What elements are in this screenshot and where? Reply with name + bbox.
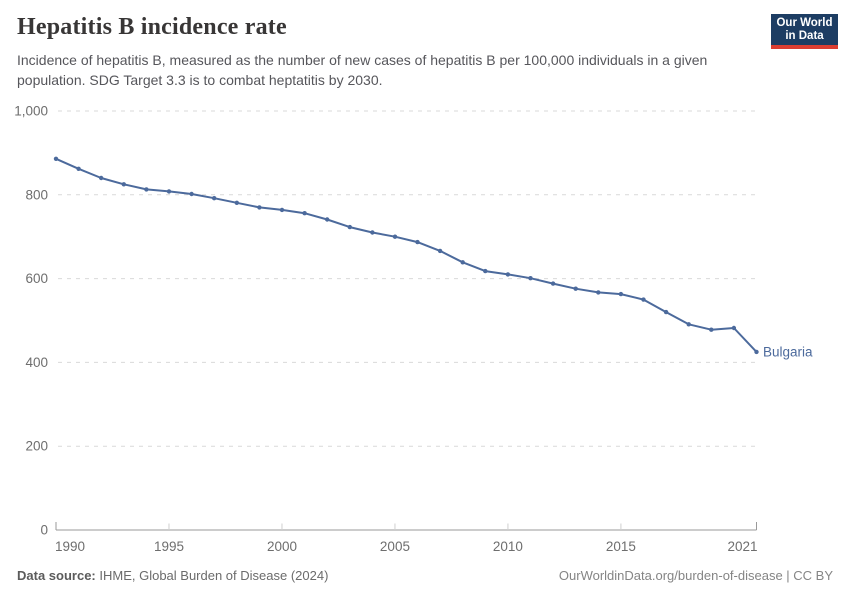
data-point — [144, 187, 149, 192]
data-point — [392, 234, 398, 239]
data-point — [234, 200, 239, 205]
data-point — [709, 327, 714, 332]
entity-label: Bulgaria — [763, 344, 813, 359]
owid-logo-line1: Our World — [776, 17, 833, 29]
data-source-text: IHME, Global Burden of Disease (2024) — [95, 568, 329, 583]
data-point — [302, 211, 307, 216]
data-point — [573, 286, 578, 291]
data-point — [437, 248, 443, 254]
data-point — [460, 260, 465, 265]
data-point — [505, 272, 511, 277]
data-point — [53, 156, 59, 161]
owid-logo[interactable]: Our World in Data — [771, 14, 838, 49]
data-point — [663, 309, 669, 315]
data-point — [347, 224, 352, 230]
data-point — [325, 217, 330, 222]
y-axis-tick-label: 400 — [25, 355, 48, 370]
x-axis-tick-label: 2015 — [606, 539, 636, 554]
data-point — [618, 291, 624, 297]
data-point — [528, 276, 533, 281]
data-point — [596, 290, 601, 295]
owid-logo-text: Our World in Data — [771, 14, 838, 45]
y-axis-tick-label: 600 — [25, 271, 48, 286]
data-point — [415, 239, 420, 245]
data-point — [370, 230, 375, 235]
data-point — [189, 191, 194, 197]
data-point — [731, 325, 737, 331]
x-axis-tick-label: 1995 — [154, 539, 184, 554]
y-axis-tick-label: 800 — [25, 187, 48, 202]
data-point — [550, 281, 556, 286]
data-point — [279, 207, 285, 213]
data-point — [754, 349, 759, 355]
data-point — [686, 322, 691, 327]
owid-logo-line2: in Data — [785, 30, 824, 42]
data-point — [76, 166, 81, 171]
chart-title: Hepatitis B incidence rate — [17, 14, 287, 40]
chart-subtitle: Incidence of hepatitis B, measured as th… — [17, 52, 708, 88]
owid-logo-stripe — [771, 45, 838, 49]
data-point — [121, 182, 127, 187]
y-axis-tick-label: 1,000 — [14, 104, 48, 119]
y-axis-tick-label: 0 — [40, 523, 48, 538]
data-point — [483, 268, 488, 274]
line-chart: 0 200 400 600 800 1,000 1990 1995 2000 2005 2010 20… — [14, 104, 813, 555]
credit-link[interactable]: OurWorldinData.org/burden-of-disease | C… — [558, 568, 833, 583]
x-axis-tick-label: 2010 — [493, 539, 523, 554]
x-axis-tick-label: 2000 — [267, 539, 297, 554]
x-axis-tick-label: 2005 — [380, 539, 410, 554]
x-axis-tick-label: 2021 — [727, 539, 757, 554]
data-source-prefix: Data source: — [17, 568, 96, 583]
data-source-note: Data source: IHME, Global Burden of Dise… — [17, 568, 328, 583]
trend-line — [55, 157, 758, 353]
y-axis-tick-label: 200 — [25, 439, 48, 454]
data-point — [257, 205, 262, 210]
data-point — [641, 297, 646, 302]
data-point — [212, 196, 217, 201]
data-point — [99, 175, 104, 181]
x-axis-tick-label: 1990 — [55, 539, 85, 554]
data-point — [166, 189, 172, 194]
